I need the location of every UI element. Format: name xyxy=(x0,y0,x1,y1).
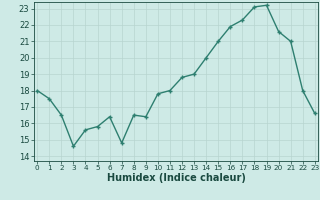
X-axis label: Humidex (Indice chaleur): Humidex (Indice chaleur) xyxy=(107,173,245,183)
